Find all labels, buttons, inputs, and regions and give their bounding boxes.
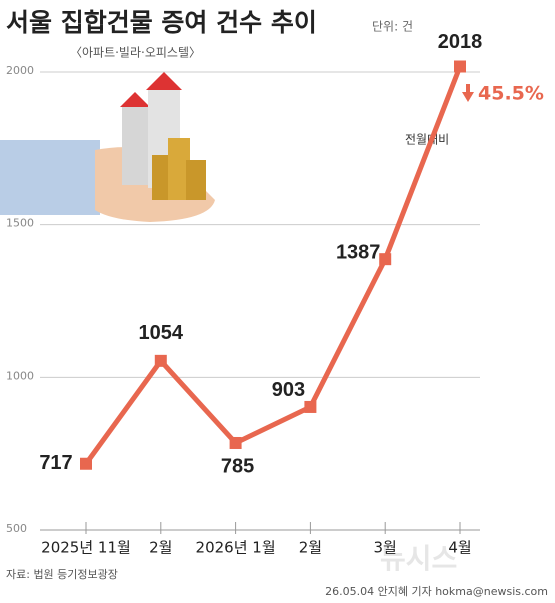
up-arrow bbox=[462, 84, 474, 102]
annotation-change: 45.5% bbox=[478, 83, 544, 105]
marker bbox=[304, 400, 317, 413]
value-label: 1387 bbox=[336, 241, 381, 263]
marker bbox=[454, 60, 466, 73]
value-label: 1054 bbox=[139, 322, 184, 344]
credit: 26.05.04 안지혜 기자 hokma@newsis.com bbox=[325, 585, 548, 598]
subtitle: 〈아파트·빌라·오피스텔〉 bbox=[70, 46, 201, 60]
marker bbox=[229, 436, 242, 449]
illustration bbox=[0, 72, 215, 222]
y-tick-label: 1500 bbox=[6, 217, 34, 230]
x-tick-label: 2월 bbox=[299, 539, 322, 557]
x-tick-label: 4월 bbox=[448, 539, 471, 557]
value-label: 717 bbox=[39, 452, 72, 474]
value-label: 903 bbox=[272, 379, 305, 401]
marker bbox=[80, 457, 92, 470]
annotation-note: 전월대비 bbox=[405, 133, 449, 147]
y-tick-label: 500 bbox=[6, 522, 27, 535]
x-tick-label: 2월 bbox=[149, 539, 172, 557]
source: 자료: 법원 등기정보광장 bbox=[6, 568, 118, 581]
y-tick-label: 1000 bbox=[6, 369, 34, 382]
chart-title: 서울 집합건물 증여 건수 추이 bbox=[6, 8, 317, 37]
unit: 단위: 건 bbox=[372, 20, 413, 34]
line bbox=[83, 65, 463, 466]
value-label: 2018 bbox=[438, 31, 483, 53]
marker bbox=[379, 253, 392, 266]
x-tick-label: 3월 bbox=[374, 539, 397, 557]
y-tick-label: 2000 bbox=[6, 64, 34, 77]
x-tick-label: 2026년 1월 bbox=[196, 539, 276, 557]
marker bbox=[154, 354, 167, 367]
value-label: 785 bbox=[221, 455, 254, 477]
x-tick-label: 2025년 11월 bbox=[41, 539, 131, 557]
watermark: 뉴시스 bbox=[380, 542, 457, 575]
